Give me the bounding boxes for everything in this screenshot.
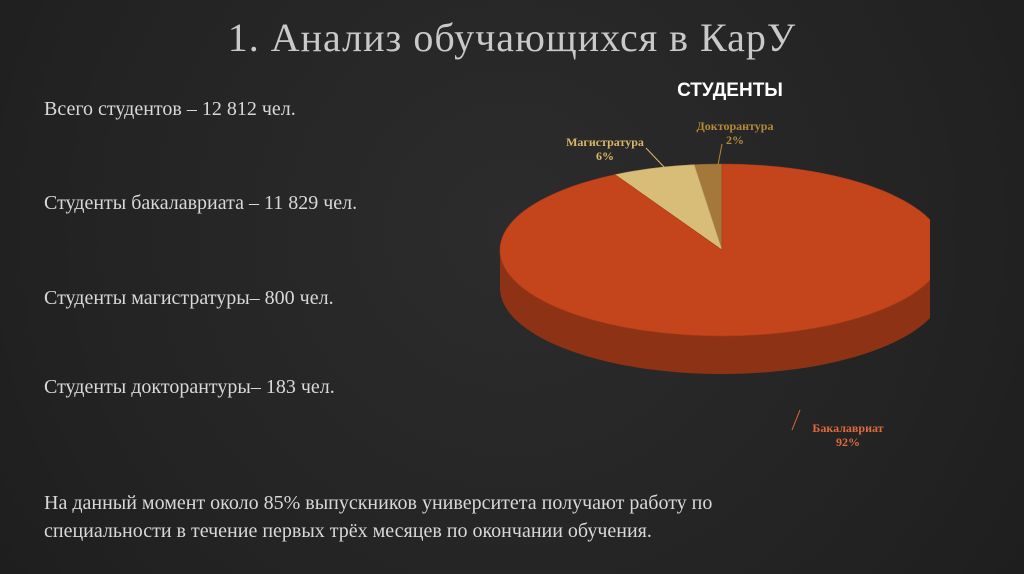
slice-value-0: 92% — [836, 435, 860, 449]
slice-value-1: 6% — [596, 149, 614, 163]
footer-note: На данный момент около 85% выпускников у… — [44, 489, 944, 545]
slice-label-1: Магистратура — [566, 135, 644, 149]
stat-master: Студенты магистратуры– 800 чел. — [44, 287, 334, 309]
slice-value-2: 2% — [726, 133, 744, 147]
stat-total: Всего студентов – 12 812 чел. — [44, 98, 296, 120]
pie-slice-side-0 — [500, 250, 930, 374]
leader-line-1 — [645, 147, 666, 169]
leader-line-0 — [791, 409, 801, 431]
footer-line-2: специальности в течение первых трёх меся… — [44, 520, 652, 542]
leader-line-2 — [717, 143, 723, 166]
footer-line-1: На данный момент около 85% выпускников у… — [44, 492, 713, 514]
pie-slice-0 — [499, 163, 930, 337]
slice-label-2: Докторантура — [697, 119, 774, 133]
chart-title: СТУДЕНТЫ — [677, 80, 783, 101]
slide-title: 1. Анализ обучающихся в КарУ — [227, 15, 797, 60]
stat-doctoral: Студенты докторантуры– 183 чел. — [44, 376, 335, 398]
slice-label-0: Бакалавриат — [812, 421, 883, 435]
stat-bachelor: Студенты бакалавриата – 11 829 чел. — [44, 192, 358, 214]
